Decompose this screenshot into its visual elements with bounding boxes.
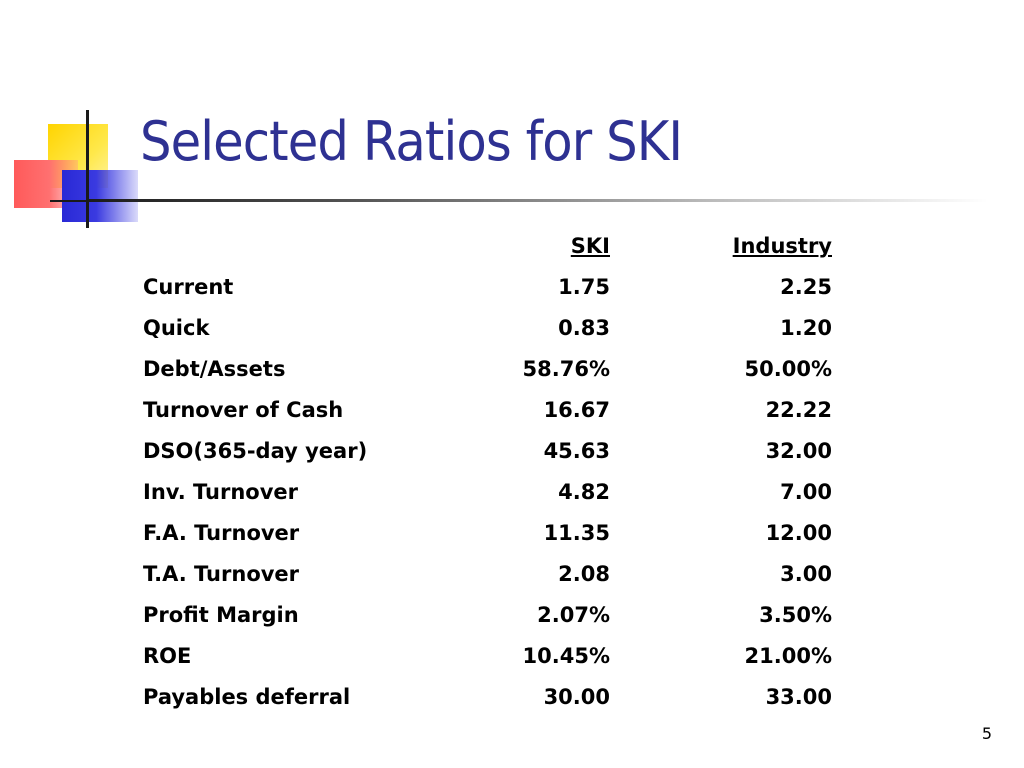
ski-value: 2.08 bbox=[558, 562, 610, 586]
industry-value: 50.00% bbox=[744, 357, 832, 381]
table-row: F.A. Turnover 11.35 12.00 bbox=[136, 513, 832, 554]
industry-value: 32.00 bbox=[765, 439, 832, 463]
ratio-label: Profit Margin bbox=[143, 603, 299, 627]
ski-value: 58.76% bbox=[522, 357, 610, 381]
ratio-label: Payables deferral bbox=[143, 685, 351, 709]
ratio-label: F.A. Turnover bbox=[143, 521, 300, 545]
industry-value: 3.50% bbox=[759, 603, 832, 627]
ski-value: 11.35 bbox=[543, 521, 610, 545]
table-row: Quick 0.83 1.20 bbox=[136, 308, 832, 349]
ski-value: 30.00 bbox=[543, 685, 610, 709]
table-row: Current 1.75 2.25 bbox=[136, 267, 832, 308]
page-number: 5 bbox=[981, 724, 992, 743]
table-row: Payables deferral 30.00 33.00 bbox=[136, 677, 832, 718]
industry-value: 33.00 bbox=[765, 685, 832, 709]
ski-value: 1.75 bbox=[558, 275, 610, 299]
ski-value: 10.45% bbox=[522, 644, 610, 668]
ratio-label: T.A. Turnover bbox=[143, 562, 300, 586]
ratio-label: ROE bbox=[143, 644, 192, 668]
ski-value: 2.07% bbox=[537, 603, 610, 627]
squares-logo-icon bbox=[0, 0, 140, 230]
industry-value: 3.00 bbox=[780, 562, 832, 586]
table-row: ROE 10.45% 21.00% bbox=[136, 636, 832, 677]
industry-value: 2.25 bbox=[780, 275, 832, 299]
ski-value: 0.83 bbox=[558, 316, 610, 340]
table-row: Turnover of Cash 16.67 22.22 bbox=[136, 390, 832, 431]
ski-value: 4.82 bbox=[558, 480, 610, 504]
slide-title: Selected Ratios for SKI bbox=[140, 110, 683, 173]
ratio-label: DSO(365-day year) bbox=[143, 439, 368, 463]
industry-value: 7.00 bbox=[780, 480, 832, 504]
table-header-row: SKI Industry bbox=[136, 226, 832, 267]
ratio-label: Turnover of Cash bbox=[143, 398, 344, 422]
industry-value: 22.22 bbox=[765, 398, 832, 422]
table-row: DSO(365-day year) 45.63 32.00 bbox=[136, 431, 832, 472]
logo-vertical-line bbox=[86, 110, 89, 228]
table-row: T.A. Turnover 2.08 3.00 bbox=[136, 554, 832, 595]
ski-value: 16.67 bbox=[543, 398, 610, 422]
industry-value: 21.00% bbox=[744, 644, 832, 668]
table-row: Profit Margin 2.07% 3.50% bbox=[136, 595, 832, 636]
blue-square bbox=[62, 170, 138, 222]
header-industry: Industry bbox=[732, 234, 832, 258]
ratios-table: SKI Industry Current 1.75 2.25 Quick 0.8… bbox=[136, 226, 832, 718]
industry-value: 12.00 bbox=[765, 521, 832, 545]
industry-value: 1.20 bbox=[780, 316, 832, 340]
header-label bbox=[136, 226, 443, 267]
title-underline-rule bbox=[88, 199, 988, 202]
table-row: Debt/Assets 58.76% 50.00% bbox=[136, 349, 832, 390]
ratio-label: Debt/Assets bbox=[143, 357, 286, 381]
table-row: Inv. Turnover 4.82 7.00 bbox=[136, 472, 832, 513]
ski-value: 45.63 bbox=[543, 439, 610, 463]
ratio-label: Inv. Turnover bbox=[143, 480, 299, 504]
ratio-label: Quick bbox=[143, 316, 210, 340]
header-ski: SKI bbox=[570, 234, 610, 258]
ratio-label: Current bbox=[143, 275, 234, 299]
